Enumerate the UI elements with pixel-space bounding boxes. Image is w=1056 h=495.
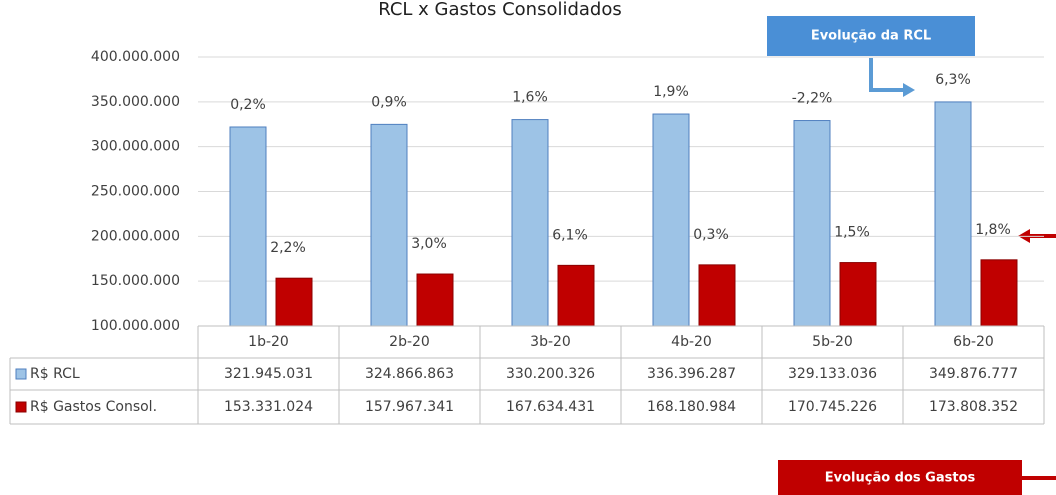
table-value: 168.180.984 <box>647 399 736 415</box>
x-tick-label: 1b-20 <box>248 334 289 350</box>
table-value: 349.876.777 <box>929 366 1018 382</box>
bar <box>839 262 877 327</box>
bar <box>370 123 408 327</box>
table-value: 324.866.863 <box>365 366 454 382</box>
table-value: 170.745.226 <box>788 399 877 415</box>
y-tick-label: 200.000.000 <box>91 228 180 244</box>
y-tick-label: 100.000.000 <box>91 318 180 334</box>
table-value: 173.808.352 <box>929 399 1018 415</box>
legend-label: R$ Gastos Consol. <box>30 399 157 415</box>
bar-annotation: 0,2% <box>230 97 266 113</box>
bar-annotation: 6,1% <box>552 227 588 243</box>
bar-annotation: 2,2% <box>270 240 306 256</box>
legend-label: R$ RCL <box>30 366 80 382</box>
y-tick-label: 250.000.000 <box>91 184 180 200</box>
table-value: 330.200.326 <box>506 366 595 382</box>
x-tick-label: 5b-20 <box>812 334 853 350</box>
x-tick-label: 4b-20 <box>671 334 712 350</box>
legend-swatch <box>15 401 27 413</box>
bar <box>229 126 267 327</box>
bar <box>980 259 1018 327</box>
table-value: 153.331.024 <box>224 399 313 415</box>
arrow-head <box>903 83 915 97</box>
table-value: 321.945.031 <box>224 366 313 382</box>
bar <box>275 277 313 327</box>
bar-annotation: 0,3% <box>693 227 729 243</box>
bar <box>652 113 690 327</box>
x-tick-label: 2b-20 <box>389 334 430 350</box>
bar <box>793 120 831 327</box>
bar-annotation: 6,3% <box>935 72 971 88</box>
y-tick-label: 150.000.000 <box>91 273 180 289</box>
callout-text: Evolução da RCL <box>811 29 931 44</box>
bar-annotation: 3,0% <box>411 236 447 252</box>
arrow <box>869 58 905 92</box>
bar <box>511 119 549 327</box>
y-tick-label: 300.000.000 <box>91 139 180 155</box>
bar <box>934 101 972 327</box>
bar <box>698 264 736 327</box>
callout-box <box>767 16 975 56</box>
y-tick-label: 400.000.000 <box>91 49 180 65</box>
bar <box>557 264 595 327</box>
callout-text: Evolução dos Gastos <box>825 471 976 486</box>
table-value: 157.967.341 <box>365 399 454 415</box>
x-tick-label: 6b-20 <box>953 334 994 350</box>
bar-annotation: -2,2% <box>792 91 833 107</box>
bar <box>416 273 454 327</box>
y-tick-label: 350.000.000 <box>91 94 180 110</box>
table-value: 167.634.431 <box>506 399 595 415</box>
bar-annotation: 0,9% <box>371 94 407 110</box>
callout-box <box>778 460 1022 495</box>
x-tick-label: 3b-20 <box>530 334 571 350</box>
bar-annotation: 1,6% <box>512 90 548 106</box>
table-value: 336.396.287 <box>647 366 736 382</box>
table-value: 329.133.036 <box>788 366 877 382</box>
bar-annotation: 1,9% <box>653 84 689 100</box>
chart-title: RCL x Gastos Consolidados <box>378 0 621 20</box>
legend-swatch <box>15 368 27 380</box>
bar-annotation: 1,8% <box>975 222 1011 238</box>
bar-annotation: 1,5% <box>834 225 870 241</box>
